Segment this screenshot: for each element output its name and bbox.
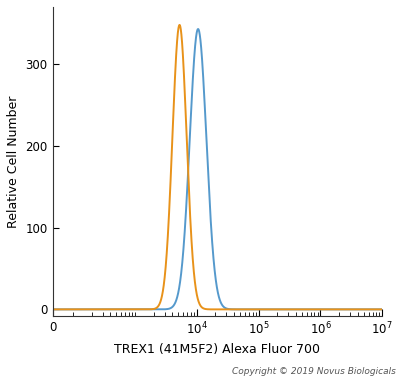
X-axis label: TREX1 (41M5F2) Alexa Fluor 700: TREX1 (41M5F2) Alexa Fluor 700: [114, 343, 320, 356]
Text: Copyright © 2019 Novus Biologicals: Copyright © 2019 Novus Biologicals: [232, 367, 396, 376]
Y-axis label: Relative Cell Number: Relative Cell Number: [7, 95, 20, 228]
